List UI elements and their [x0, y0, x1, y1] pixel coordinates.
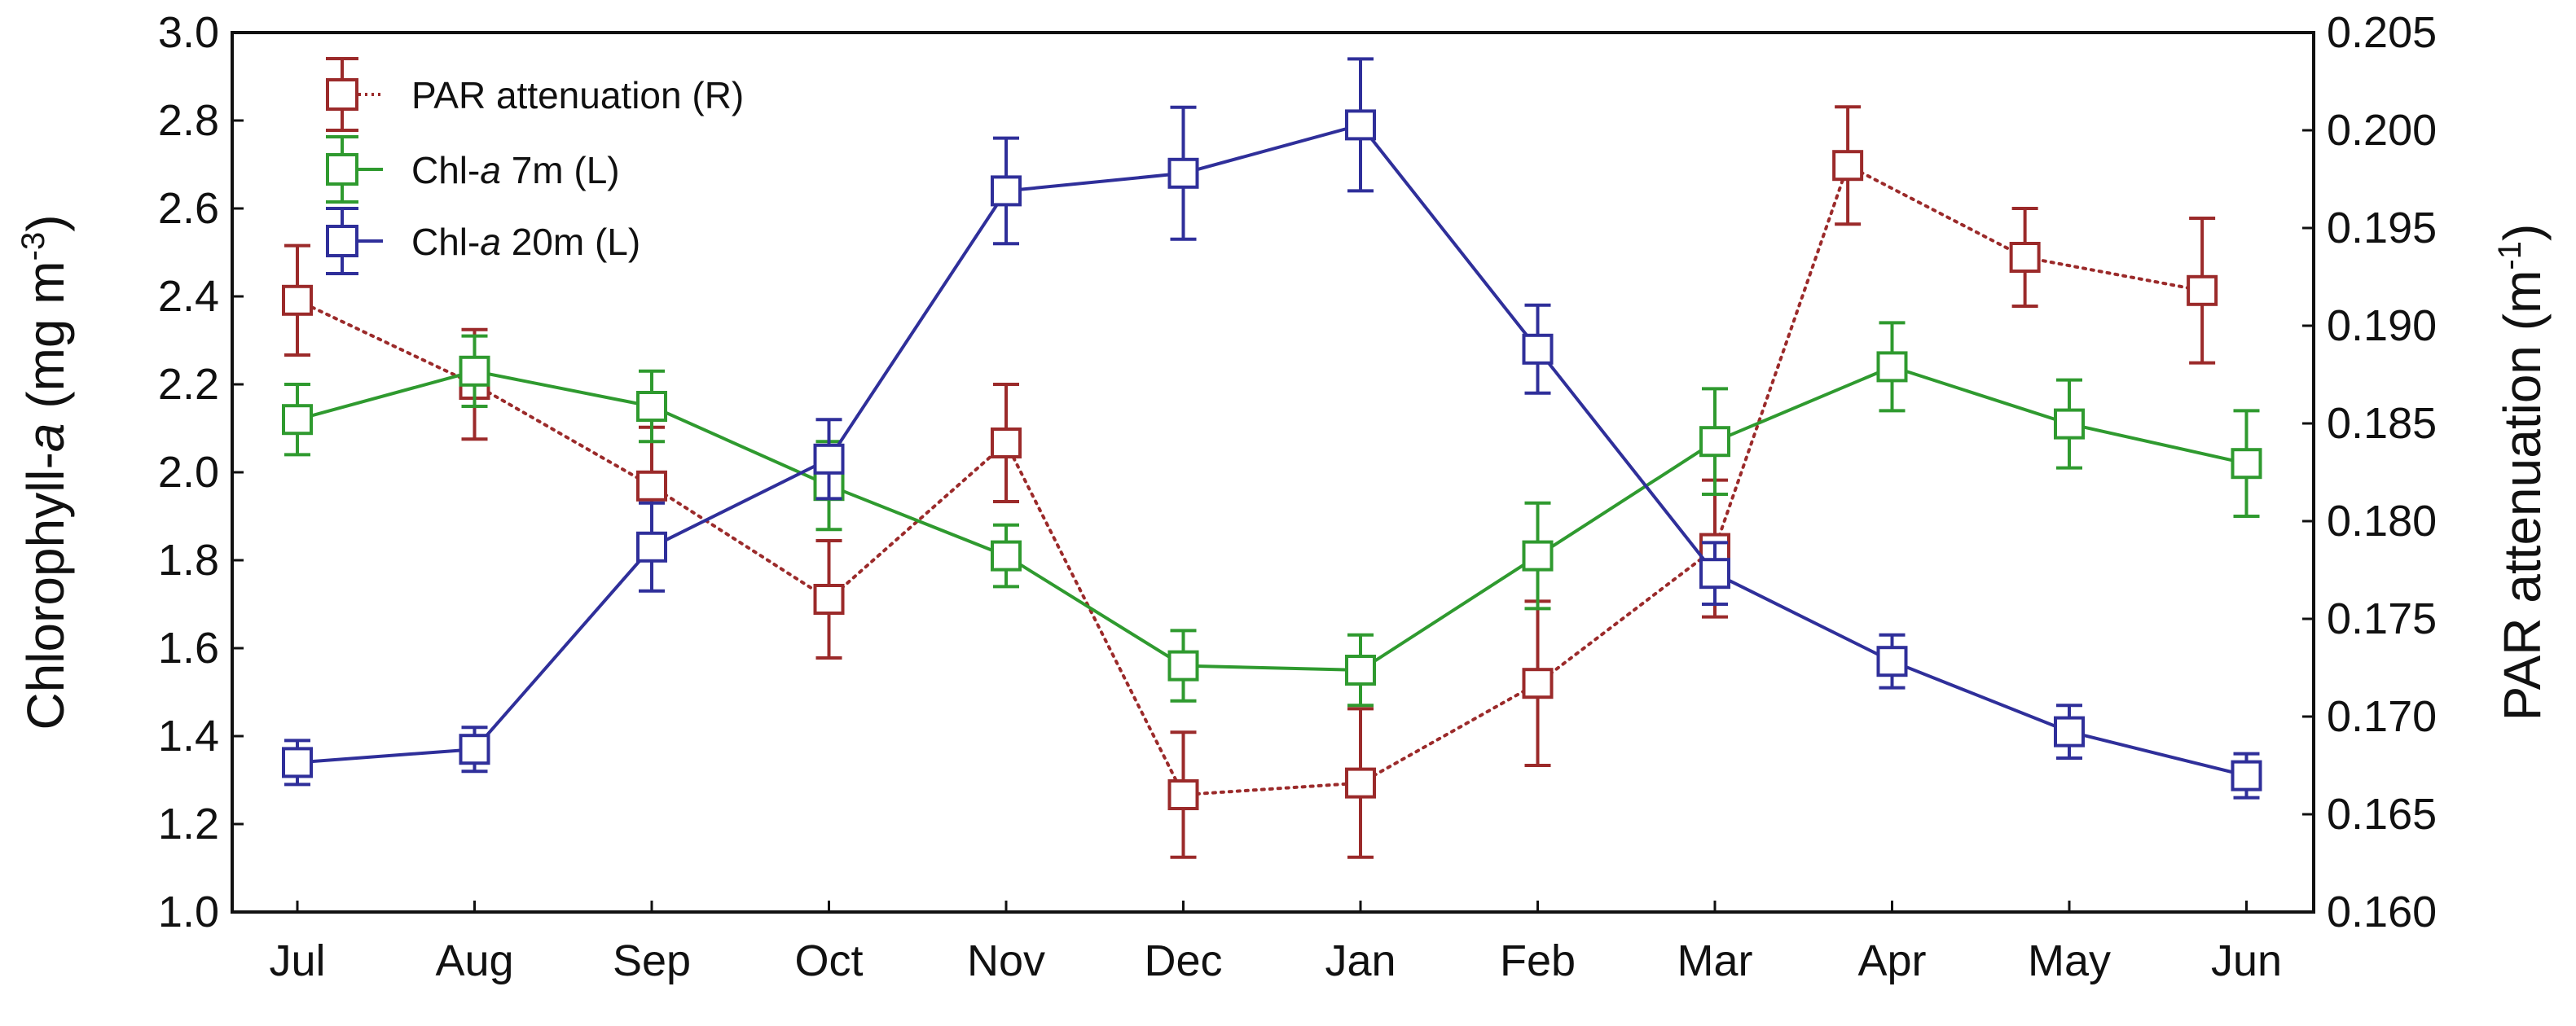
data-point: [1167, 650, 1199, 682]
legend-item-chl-7m: Chl-a 7m (L): [326, 135, 620, 204]
series-layer: [282, 57, 2262, 859]
x-tick-label: Jun: [2211, 936, 2282, 985]
series-line: [297, 365, 2247, 672]
data-point: [282, 747, 313, 778]
right-axis-title: PAR attenuation (m-1): [2492, 224, 2552, 721]
data-point: [991, 428, 1022, 458]
left-axis-title: Chlorophyll-a (mg m-3): [15, 214, 75, 730]
data-point: [1699, 558, 1730, 590]
left-tick-label: 3.0: [158, 8, 219, 57]
left-tick-label: 1.2: [158, 800, 219, 848]
right-tick-label: 0.180: [2327, 497, 2437, 546]
data-point: [636, 391, 667, 422]
left-tick-label: 2.4: [158, 272, 219, 321]
left-tick-label: 1.6: [158, 624, 219, 673]
data-point: [282, 284, 313, 316]
data-point: [2009, 242, 2041, 273]
right-axis: 0.160 0.165 0.170 0.175 0.180 0.185 0.190 0.195…: [2302, 8, 2437, 936]
data-point: [1522, 540, 1554, 572]
legend-label-chl-20m: Chl-a 20m (L): [411, 221, 640, 263]
x-tick-label: Apr: [1857, 936, 1926, 985]
x-tick-label: Jul: [269, 936, 325, 985]
legend-item-par: PAR attenuation (R): [326, 57, 744, 132]
right-tick-label: 0.160: [2327, 888, 2437, 936]
data-point: [2231, 448, 2262, 480]
right-tick-label: 0.185: [2327, 399, 2437, 448]
data-point: [636, 470, 667, 502]
data-point: [1345, 655, 1376, 686]
x-tick-label: Jan: [1325, 936, 1396, 985]
series-0: [282, 105, 2218, 859]
left-tick-label: 1.8: [158, 536, 219, 585]
data-point: [2054, 408, 2085, 440]
x-tick-label: May: [2028, 936, 2111, 985]
data-point: [1699, 426, 1730, 458]
x-tick-label: Dec: [1144, 936, 1222, 985]
data-point: [1876, 351, 1908, 383]
left-tick-label: 2.8: [158, 96, 219, 145]
right-tick-label: 0.190: [2327, 301, 2437, 350]
legend-label-chl-7m: Chl-a 7m (L): [411, 149, 620, 191]
data-point: [1832, 150, 1864, 182]
legend-item-chl-20m: Chl-a 20m (L): [326, 207, 640, 275]
series-line: [296, 164, 2205, 796]
right-tick-label: 0.165: [2327, 790, 2437, 839]
right-tick-label: 0.205: [2327, 8, 2437, 57]
x-tick-label: Mar: [1677, 936, 1753, 985]
data-point: [1522, 668, 1554, 699]
left-tick-label: 1.4: [158, 712, 219, 761]
data-point: [2054, 716, 2085, 748]
data-point: [636, 531, 667, 563]
data-point: [1345, 109, 1376, 141]
data-point: [813, 443, 845, 475]
data-point: [1345, 767, 1376, 799]
data-point: [459, 355, 490, 387]
data-point: [2231, 760, 2262, 791]
data-point: [1876, 646, 1908, 677]
x-tick-label: Aug: [435, 936, 513, 985]
x-tick-label: Feb: [1500, 936, 1576, 985]
series-2: [282, 57, 2262, 800]
data-point: [1167, 779, 1199, 810]
series-line: [297, 123, 2247, 778]
series-1: [282, 321, 2262, 708]
data-point: [282, 404, 313, 436]
data-point: [991, 175, 1022, 207]
left-tick-label: 1.0: [158, 888, 219, 936]
data-point: [1522, 333, 1554, 365]
legend-label-par: PAR attenuation (R): [411, 74, 744, 116]
data-point: [1167, 157, 1199, 189]
right-tick-label: 0.170: [2327, 692, 2437, 741]
x-tick-label: Sep: [613, 936, 691, 985]
right-tick-label: 0.200: [2327, 106, 2437, 155]
left-tick-label: 2.2: [158, 360, 219, 409]
x-axis: Jul Aug Sep Oct Nov Dec Jan Feb Mar Apr May Jun: [269, 901, 2282, 985]
right-tick-label: 0.175: [2327, 594, 2437, 643]
right-tick-label: 0.195: [2327, 204, 2437, 252]
legend: PAR attenuation (R) Chl-a 7m (L) Chl-a 2…: [326, 57, 744, 275]
x-tick-label: Oct: [794, 936, 863, 985]
data-point: [813, 584, 845, 615]
left-axis: 1.0 1.2 1.4 1.6 1.8 2.0 2.2 2.4 2.6 2.8 3.0: [158, 8, 244, 936]
data-point: [459, 734, 490, 765]
x-tick-label: Nov: [967, 936, 1045, 985]
left-tick-label: 2.6: [158, 184, 219, 233]
data-point: [2187, 274, 2218, 306]
left-tick-label: 2.0: [158, 448, 219, 497]
data-point: [991, 540, 1022, 572]
